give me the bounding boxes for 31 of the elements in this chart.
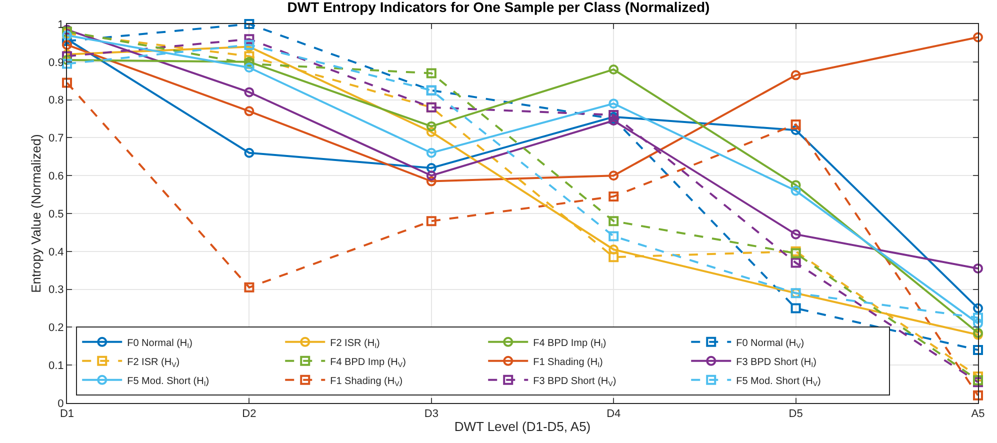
legend-label: F5 Mod. Short (H$_{I}$): [127, 376, 210, 388]
y-tick-label: 0: [58, 398, 64, 410]
y-tick-label: 0.3: [48, 284, 64, 296]
legend-label: F0 Normal (H$_{I}$): [127, 338, 192, 350]
y-tick-label: 0.5: [48, 208, 64, 220]
legend-label: F1 Shading (H$_{V}$): [330, 376, 403, 388]
chart-title: DWT Entropy Indicators for One Sample per Class (Normalized): [287, 0, 710, 16]
legend-label: F2 ISR (H$_{I}$): [330, 338, 380, 350]
legend-label: F4 BPD Imp (H$_{I}$): [533, 338, 606, 350]
legend-label: F3 BPD Short (H$_{I}$): [736, 356, 816, 369]
legend-label: F4 BPD Imp (H$_{V}$): [330, 356, 406, 369]
y-tick-label: 0.4: [48, 246, 64, 258]
y-tick-label: 0.7: [48, 132, 64, 145]
y-tick-label: 0.6: [48, 170, 64, 182]
legend-label: F0 Normal (H$_{V}$): [736, 338, 804, 350]
x-tick-label: D1: [60, 408, 74, 420]
y-tick-label: 0.1: [48, 360, 64, 372]
x-tick-label: D3: [424, 408, 438, 420]
x-tick-label: D5: [788, 408, 803, 420]
y-tick-label: 0.8: [48, 94, 64, 107]
y-tick-label: 1: [58, 18, 64, 31]
legend-label: F2 ISR (H$_{V}$): [127, 356, 180, 369]
legend-label: F1 Shading (H$_{I}$): [533, 356, 603, 369]
x-tick-label: D2: [242, 408, 256, 420]
y-axis-title: Entropy Value (Normalized): [28, 134, 44, 293]
x-tick-label: D4: [606, 408, 621, 420]
legend-label: F5 Mod. Short (H$_{V}$): [736, 376, 821, 388]
y-tick-label: 0.2: [48, 322, 64, 334]
x-axis-title: DWT Level (D1-D5, A5): [454, 418, 591, 434]
x-tick-label: A5: [971, 408, 985, 420]
legend-label: F3 BPD Short (H$_{V}$): [533, 376, 616, 388]
